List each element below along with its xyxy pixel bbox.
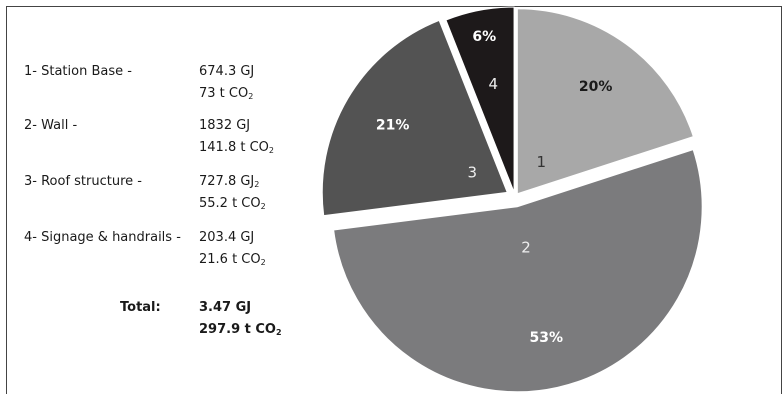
legend-item-energy: 203.4 GJ: [199, 230, 255, 245]
legend-item-energy: 727.8 GJ2: [199, 174, 260, 189]
legend-item-co2: 21.6 t CO2: [199, 252, 266, 267]
legend-item-name: 3- Roof structure -: [24, 174, 142, 189]
pie-slice-3: [321, 19, 508, 217]
legend-item-co2: 55.2 t CO2: [199, 196, 266, 211]
pie-number-label-2: 2: [521, 238, 531, 256]
legend-item-name: 2- Wall -: [24, 118, 78, 133]
legend-item-energy: 1832 GJ: [199, 118, 251, 133]
legend-item-energy: 674.3 GJ: [199, 64, 255, 79]
legend-item-name: 4- Signage & handrails -: [24, 230, 181, 245]
total-co2: 297.9 t CO2: [199, 322, 282, 337]
total-label: Total:: [120, 300, 161, 315]
pie-percent-label-3: 21%: [376, 118, 410, 134]
legend-item-name: 1- Station Base -: [24, 64, 132, 79]
pie-slice-2: [333, 148, 703, 393]
pie-percent-label-2: 53%: [529, 330, 563, 346]
pie-number-label-3: 3: [467, 164, 477, 182]
total-energy: 3.47 GJ: [199, 300, 252, 315]
pie-slice-1: [516, 8, 694, 195]
figure-frame: [6, 6, 782, 394]
legend-item-co2: 73 t CO2: [199, 86, 254, 101]
pie-number-label-1: 1: [537, 153, 547, 171]
pie-percent-label-1: 20%: [579, 79, 613, 95]
legend-item-co2: 141.8 t CO2: [199, 140, 274, 155]
pie-percent-label-4: 6%: [472, 29, 496, 45]
pie-number-label-4: 4: [488, 75, 498, 93]
pie-slice-4: [445, 6, 515, 193]
